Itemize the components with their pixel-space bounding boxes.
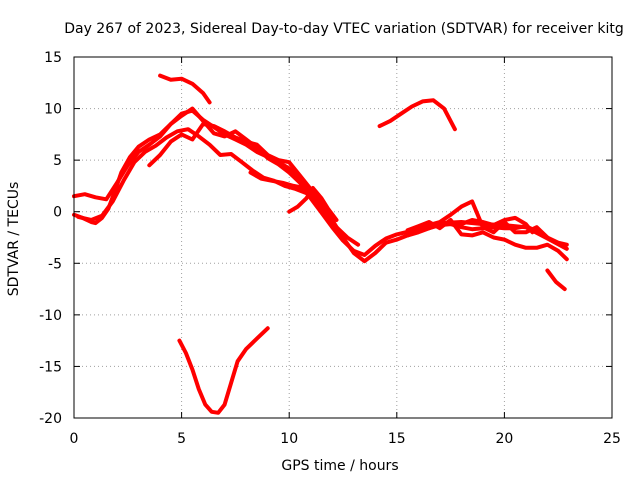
series-line-track-j — [158, 73, 212, 105]
series-line-track-l — [177, 326, 270, 415]
series-line-track-e — [248, 170, 361, 247]
x-tick-label: 15 — [388, 431, 406, 447]
y-axis-label: SDTVAR / TECUs — [6, 182, 22, 297]
y-tick-label: 10 — [44, 102, 62, 118]
x-tick-label: 0 — [70, 431, 79, 447]
series-line-track-d — [147, 122, 335, 219]
y-tick-label: 0 — [53, 205, 62, 221]
series-line-track-c — [76, 127, 320, 222]
y-tick-label: 15 — [44, 50, 62, 66]
axis-ticks: 0 5 10 15 20 25 -20 -15 -10 -5 0 5 10 15 — [39, 50, 621, 447]
series-line-track-m — [545, 268, 567, 292]
plot-frame — [73, 56, 613, 419]
x-tick-label: 5 — [177, 431, 186, 447]
series-layer — [72, 73, 569, 415]
y-tick-label: 5 — [53, 153, 62, 169]
series-line-track-i — [405, 215, 535, 238]
x-tick-label: 25 — [603, 431, 621, 447]
x-tick-label: 20 — [495, 431, 513, 447]
x-tick-label: 10 — [280, 431, 298, 447]
series-line-track-h — [405, 199, 550, 240]
y-tick-label: -10 — [39, 308, 62, 324]
series-line-track-f — [287, 186, 339, 222]
y-tick-label: -15 — [39, 359, 62, 375]
y-tick-label: -20 — [39, 411, 62, 427]
series-line-track-k — [377, 98, 457, 132]
y-tick-label: -5 — [48, 256, 62, 272]
chart-title: Day 267 of 2023, Sidereal Day-to-day VTE… — [64, 21, 624, 37]
x-axis-label: GPS time / hours — [281, 458, 398, 474]
